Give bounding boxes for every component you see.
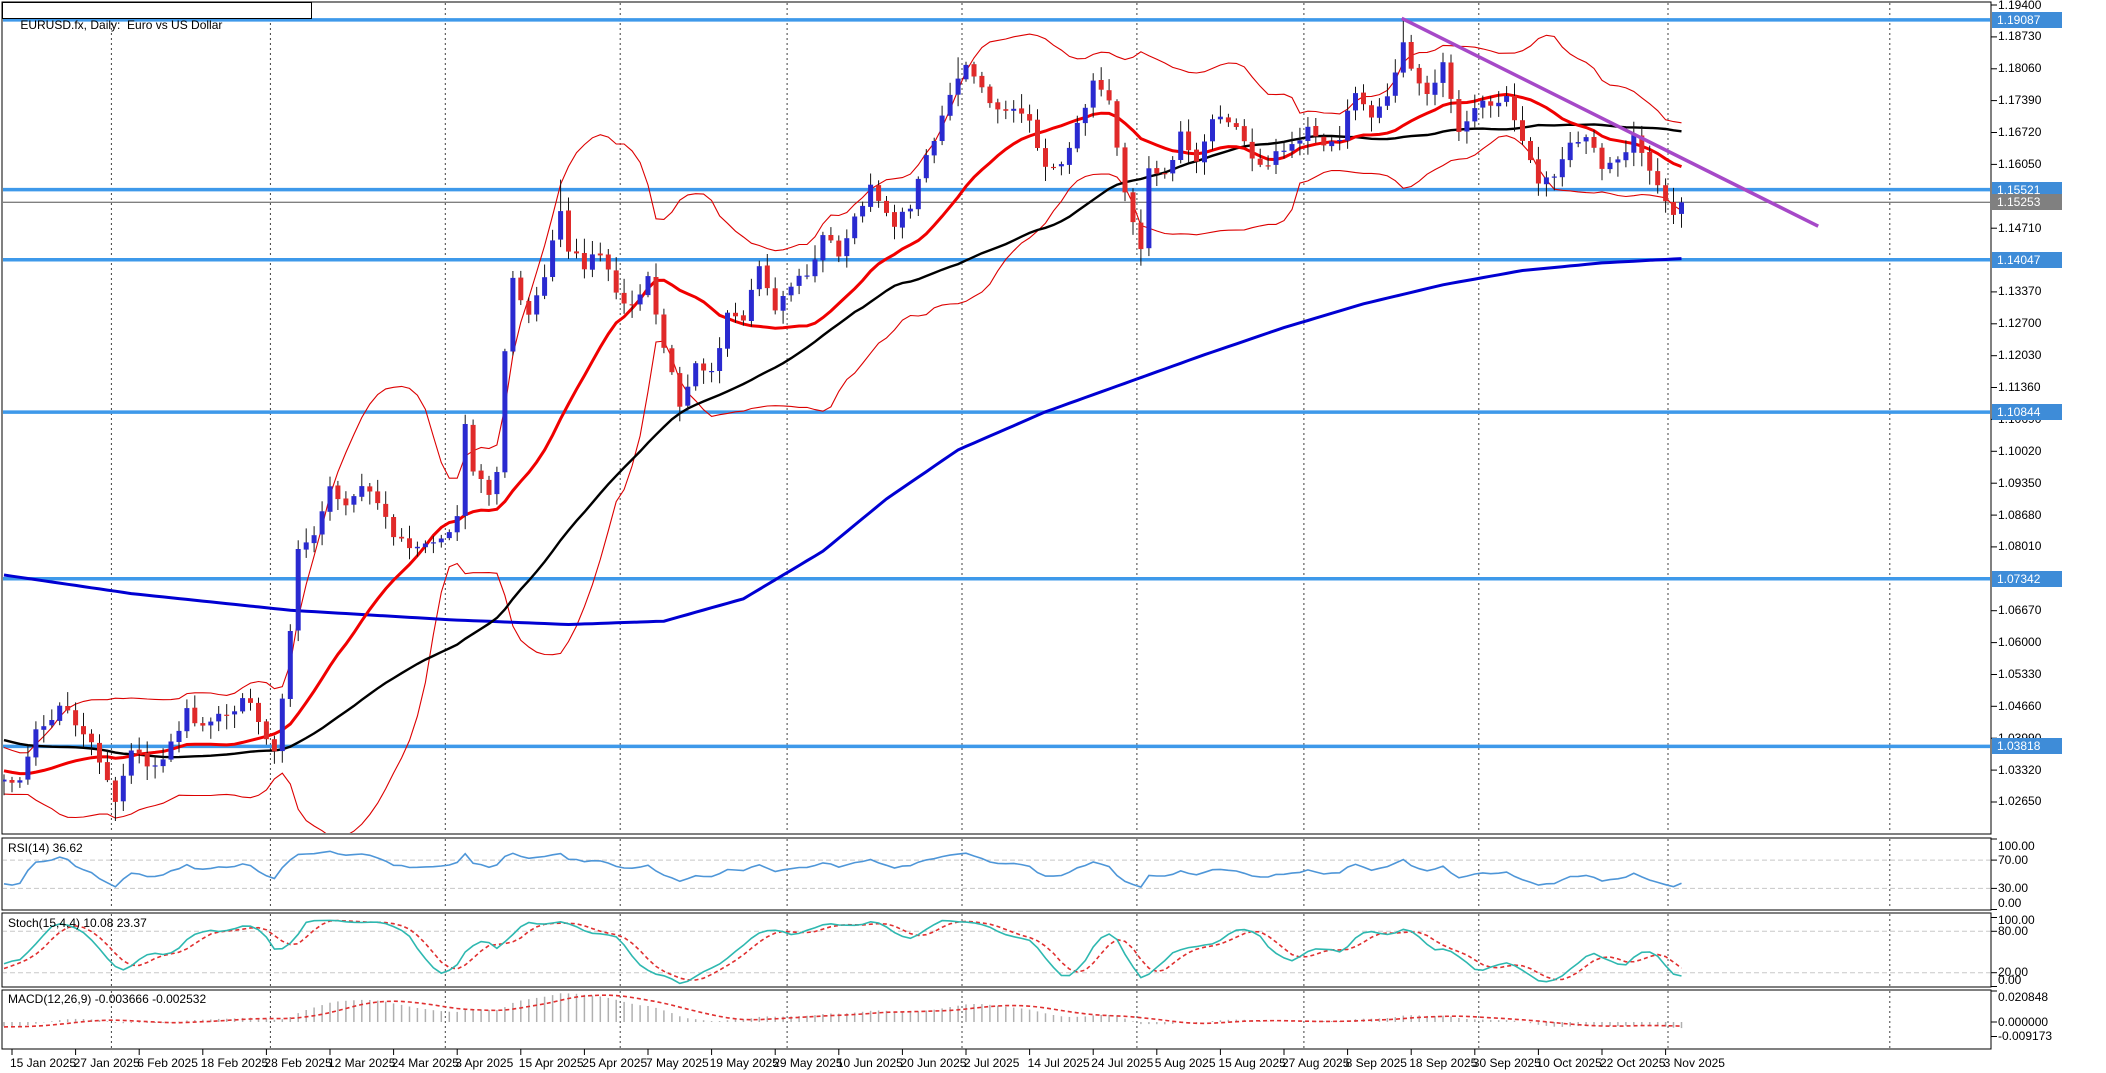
bollinger-lower-band <box>3 135 1682 833</box>
price-axis-label: 1.12030 <box>1998 348 2042 363</box>
stoch-axis-label: 100.00 <box>1998 912 2035 927</box>
macd-axis-label: -0.009173 <box>1998 1029 2053 1044</box>
ma200-line <box>3 257 1682 627</box>
macd-panel[interactable] <box>3 993 1683 1029</box>
main-panel-frame <box>1 1 1992 835</box>
rsi-axis-label: 100.00 <box>1998 838 2035 853</box>
date-axis-label: 10 Jun 2025 <box>836 1056 903 1070</box>
date-axis-label: 18 Sep 2025 <box>1409 1056 1478 1070</box>
price-axis-label: 1.18730 <box>1998 29 2042 44</box>
price-axis-label: 1.06670 <box>1998 603 2042 618</box>
macd-signal-line <box>3 994 1682 1028</box>
date-axis-label: 3 Nov 2025 <box>1663 1056 1725 1070</box>
date-axis-label: 29 May 2025 <box>773 1056 843 1070</box>
trendline[interactable] <box>1400 16 1819 228</box>
price-axis-label: 1.09350 <box>1998 475 2042 490</box>
price-axis-label: 1.14710 <box>1998 220 2042 235</box>
rsi-panel-frame <box>1 837 1992 911</box>
stoch-axis-label: 0.00 <box>1998 972 2022 987</box>
price-level-badge: 1.19087 <box>1992 11 2062 28</box>
price-axis-label: 1.18060 <box>1998 61 2042 76</box>
price-axis-label: 1.10020 <box>1998 443 2042 458</box>
price-axis-label: 1.03320 <box>1998 762 2042 777</box>
date-axis-label: 22 Oct 2025 <box>1600 1056 1666 1070</box>
price-axis-label: 1.17390 <box>1998 93 2042 108</box>
price-axis-label: 1.19400 <box>1998 0 2042 12</box>
date-axis-label: 15 Aug 2025 <box>1218 1056 1286 1070</box>
date-axis-label: 24 Mar 2025 <box>391 1056 459 1070</box>
date-axis-label: 5 Aug 2025 <box>1154 1056 1216 1070</box>
date-axis-label: 20 Jun 2025 <box>900 1056 967 1070</box>
chart-title-text: EURUSD.fx, Daily: Euro vs US Dollar <box>20 18 223 32</box>
date-axis-label: 19 May 2025 <box>709 1056 779 1070</box>
stoch-main-line <box>3 919 1682 985</box>
macd-axis-label: 0.020848 <box>1998 989 2049 1004</box>
price-axis-label: 1.11360 <box>1998 380 2041 395</box>
macd-axis-label: 0.000000 <box>1998 1014 2049 1029</box>
macd-panel-frame <box>1 989 1992 1050</box>
stoch-indicator-label: Stoch(15,4,4) 10.08 23.37 <box>8 916 147 930</box>
price-panel[interactable] <box>2 16 1992 836</box>
price-axis-label: 1.16720 <box>1998 125 2042 139</box>
axis-ticks <box>11 4 1997 1055</box>
price-axis-label: 1.12700 <box>1998 316 2042 331</box>
date-axis-label: 24 Jul 2025 <box>1091 1056 1154 1070</box>
price-level-badge: 1.07342 <box>1992 570 2062 587</box>
price-axis-label: 1.02650 <box>1998 794 2042 809</box>
candles <box>3 19 1684 821</box>
date-axis-label: 15 Jan 2025 <box>10 1056 77 1070</box>
price-axis-label: 1.06000 <box>1998 635 2042 650</box>
date-axis-label: 2 Jul 2025 <box>964 1056 1020 1070</box>
date-axis-label: 3 Apr 2025 <box>455 1056 514 1070</box>
price-axis-label: 1.08010 <box>1998 539 2042 554</box>
rsi-axis-label: 70.00 <box>1998 852 2029 867</box>
stoch-panel[interactable] <box>2 919 1991 985</box>
rsi-line <box>3 850 1682 888</box>
rsi-axis-label: 0.00 <box>1998 895 2022 910</box>
date-axis-label: 15 Apr 2025 <box>518 1056 584 1070</box>
price-axis-label: 1.13370 <box>1998 284 2042 299</box>
price-axis-label: 1.04660 <box>1998 698 2042 713</box>
date-axis-label: 8 Sep 2025 <box>1345 1056 1407 1070</box>
price-level-badge: 1.14047 <box>1992 251 2062 268</box>
stoch-axis-label: 80.00 <box>1998 923 2029 938</box>
date-axis-label: 6 Feb 2025 <box>137 1056 198 1070</box>
date-axis-label: 28 Feb 2025 <box>264 1056 332 1070</box>
date-axis-label: 10 Oct 2025 <box>1536 1056 1602 1070</box>
date-axis-label: 12 Mar 2025 <box>328 1056 396 1070</box>
date-axis-label: 7 May 2025 <box>646 1056 709 1070</box>
date-axis-label: 30 Sep 2025 <box>1472 1056 1541 1070</box>
current-price-badge: 1.15253 <box>1992 194 2062 211</box>
date-axis-label: 27 Aug 2025 <box>1282 1056 1350 1070</box>
price-axis-label: 1.05330 <box>1998 666 2042 681</box>
stoch-axis-label: 20.00 <box>1998 965 2029 980</box>
price-level-badge: 1.10844 <box>1992 404 2062 421</box>
chart-title: EURUSD.fx, Daily: Euro vs US Dollar <box>2 2 312 32</box>
price-level-badge: 1.15521 <box>1992 181 2062 198</box>
date-axis-label: 18 Feb 2025 <box>200 1056 269 1070</box>
rsi-axis-label: 30.00 <box>1998 880 2029 895</box>
date-axis-label: 25 Apr 2025 <box>582 1056 648 1070</box>
rsi-indicator-label: RSI(14) 36.62 <box>8 841 83 855</box>
stoch-panel-frame <box>1 912 1992 988</box>
date-axis-label: 14 Jul 2025 <box>1027 1056 1090 1070</box>
macd-indicator-label: MACD(12,26,9) -0.003666 -0.002532 <box>8 992 207 1006</box>
price-axis-label: 1.08680 <box>1998 507 2042 522</box>
price-axis-label: 1.16050 <box>1998 156 2042 171</box>
rsi-panel[interactable] <box>2 850 1991 889</box>
price-level-badge: 1.03818 <box>1992 738 2062 755</box>
date-axis-label: 27 Jan 2025 <box>73 1056 140 1070</box>
